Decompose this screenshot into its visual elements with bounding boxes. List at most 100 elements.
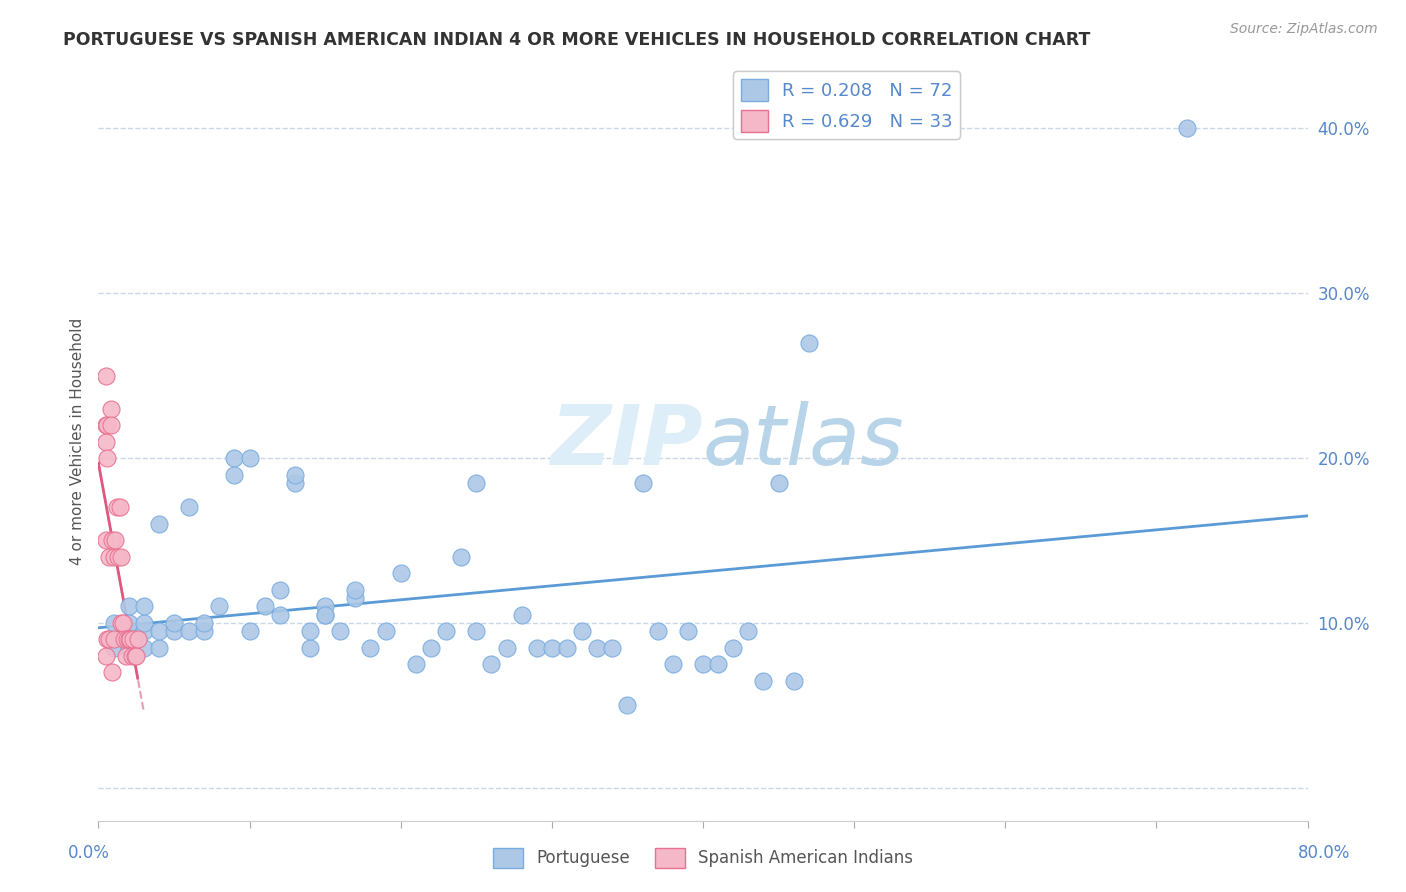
- Point: [118, 624, 141, 639]
- Point: [121, 648, 143, 663]
- Point: [96, 450, 118, 465]
- Point: [1175, 121, 1198, 136]
- Point: [179, 624, 201, 639]
- Point: [132, 624, 155, 639]
- Point: [118, 632, 141, 647]
- Point: [299, 640, 322, 655]
- Point: [115, 632, 138, 647]
- Point: [224, 467, 246, 482]
- Point: [420, 640, 443, 655]
- Point: [118, 640, 141, 655]
- Point: [193, 624, 215, 639]
- Point: [163, 615, 186, 630]
- Text: ZIP: ZIP: [550, 401, 703, 482]
- Point: [284, 475, 307, 490]
- Text: Source: ZipAtlas.com: Source: ZipAtlas.com: [1230, 22, 1378, 37]
- Point: [96, 632, 118, 647]
- Text: atlas: atlas: [703, 401, 904, 482]
- Point: [360, 640, 382, 655]
- Point: [405, 657, 427, 671]
- Point: [193, 615, 215, 630]
- Point: [98, 632, 121, 647]
- Point: [103, 640, 125, 655]
- Point: [148, 516, 170, 531]
- Point: [510, 607, 533, 622]
- Point: [148, 640, 170, 655]
- Point: [208, 599, 231, 614]
- Point: [329, 624, 352, 639]
- Point: [481, 657, 503, 671]
- Point: [450, 549, 472, 564]
- Point: [103, 615, 125, 630]
- Point: [132, 615, 155, 630]
- Point: [163, 624, 186, 639]
- Point: [103, 632, 125, 647]
- Point: [783, 673, 806, 688]
- Point: [94, 648, 117, 663]
- Point: [269, 607, 291, 622]
- Point: [374, 624, 396, 639]
- Point: [239, 624, 262, 639]
- Point: [540, 640, 562, 655]
- Point: [707, 657, 730, 671]
- Point: [122, 632, 145, 647]
- Text: 80.0%: 80.0%: [1298, 844, 1350, 862]
- Point: [602, 640, 624, 655]
- Point: [752, 673, 775, 688]
- Point: [495, 640, 517, 655]
- Point: [737, 624, 759, 639]
- Point: [107, 549, 129, 564]
- Point: [314, 599, 336, 614]
- Point: [284, 467, 307, 482]
- Point: [105, 500, 128, 515]
- Point: [526, 640, 548, 655]
- Point: [124, 648, 146, 663]
- Point: [465, 475, 488, 490]
- Point: [94, 434, 117, 449]
- Point: [647, 624, 669, 639]
- Point: [96, 418, 118, 433]
- Point: [100, 401, 122, 416]
- Point: [555, 640, 578, 655]
- Point: [692, 657, 714, 671]
- Point: [299, 624, 322, 639]
- Point: [94, 368, 117, 383]
- Point: [661, 657, 683, 671]
- Point: [108, 500, 131, 515]
- Point: [389, 566, 412, 581]
- Point: [118, 615, 141, 630]
- Point: [132, 640, 155, 655]
- Point: [118, 640, 141, 655]
- Point: [118, 599, 141, 614]
- Point: [224, 450, 246, 465]
- Point: [723, 640, 745, 655]
- Point: [125, 648, 148, 663]
- Point: [631, 475, 654, 490]
- Point: [103, 632, 125, 647]
- Point: [98, 549, 121, 564]
- Point: [112, 632, 135, 647]
- Point: [586, 640, 609, 655]
- Point: [314, 607, 336, 622]
- Point: [344, 582, 367, 597]
- Point: [768, 475, 790, 490]
- Point: [104, 533, 127, 548]
- Point: [100, 418, 122, 433]
- Point: [111, 615, 134, 630]
- Legend: R = 0.208   N = 72, R = 0.629   N = 33: R = 0.208 N = 72, R = 0.629 N = 33: [734, 71, 960, 139]
- Point: [344, 591, 367, 606]
- Point: [571, 624, 593, 639]
- Point: [101, 533, 124, 548]
- Point: [434, 624, 457, 639]
- Point: [94, 533, 117, 548]
- Point: [616, 698, 638, 713]
- Point: [314, 607, 336, 622]
- Point: [101, 665, 124, 680]
- Point: [127, 632, 149, 647]
- Point: [132, 599, 155, 614]
- Point: [110, 549, 132, 564]
- Point: [179, 500, 201, 515]
- Point: [94, 418, 117, 433]
- Point: [114, 648, 136, 663]
- Point: [148, 624, 170, 639]
